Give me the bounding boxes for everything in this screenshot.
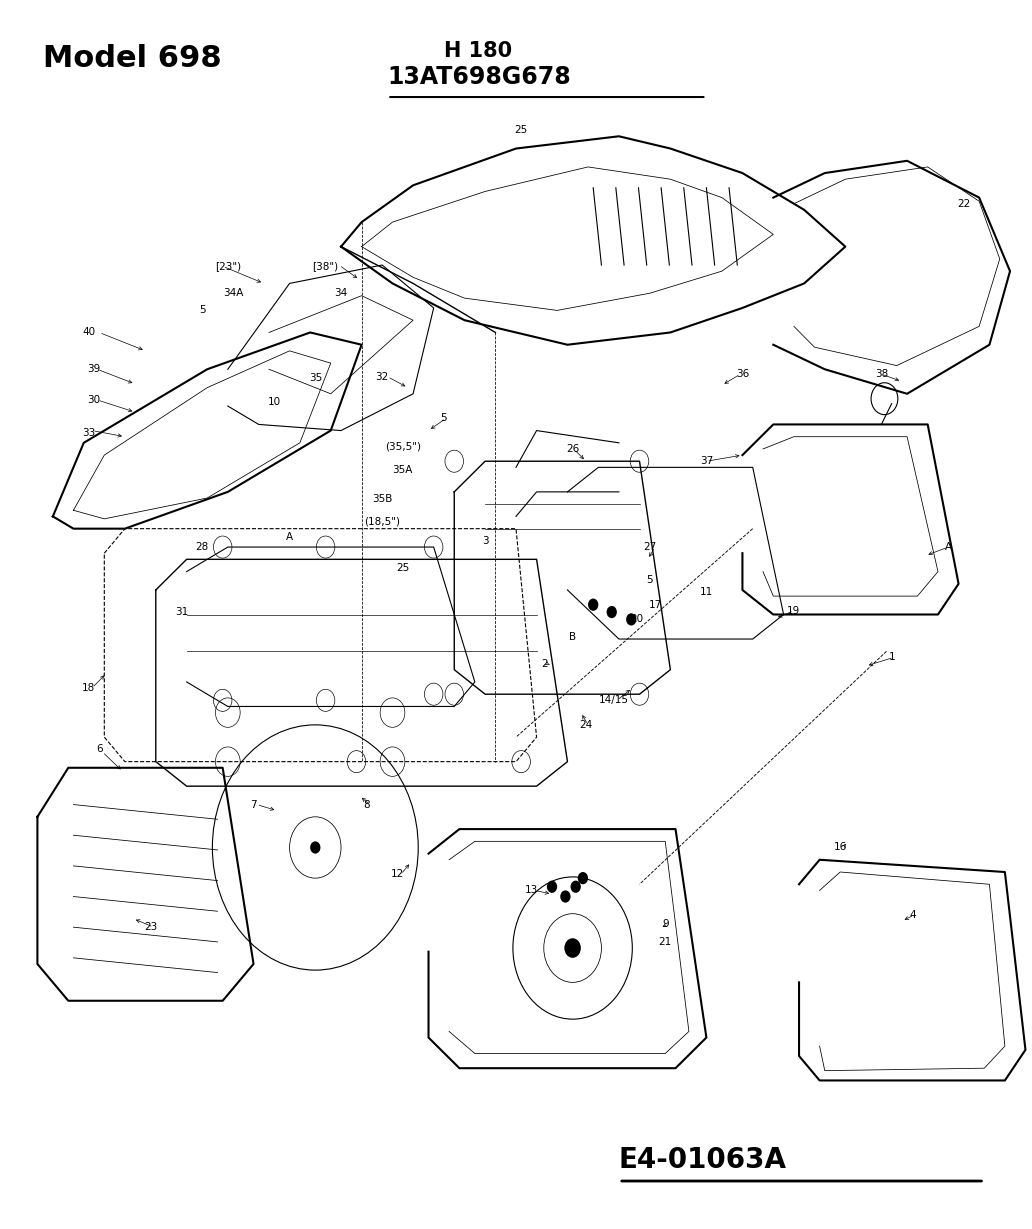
Text: 12: 12: [391, 869, 405, 880]
Circle shape: [607, 606, 617, 618]
Text: 19: 19: [787, 606, 801, 616]
Text: 31: 31: [174, 607, 188, 617]
Text: 2: 2: [542, 659, 548, 669]
Text: 23: 23: [144, 922, 157, 932]
Text: Model 698: Model 698: [42, 44, 221, 74]
Text: 25: 25: [396, 563, 410, 573]
Text: 7: 7: [250, 800, 257, 810]
Circle shape: [560, 890, 571, 902]
Text: 35A: 35A: [392, 465, 413, 474]
Text: 5: 5: [646, 575, 653, 585]
Text: 33: 33: [83, 428, 96, 438]
Text: 20: 20: [630, 614, 643, 624]
Text: 36: 36: [736, 369, 749, 380]
Text: B: B: [569, 632, 576, 642]
Text: 39: 39: [88, 364, 101, 375]
Text: 34: 34: [334, 289, 348, 299]
Text: H 180: H 180: [444, 41, 512, 60]
Text: 27: 27: [643, 542, 656, 552]
Text: 25: 25: [515, 125, 527, 135]
Text: 24: 24: [579, 720, 592, 730]
Text: [23"): [23"): [215, 262, 240, 272]
Circle shape: [547, 881, 557, 892]
Circle shape: [571, 881, 581, 892]
Text: 35B: 35B: [372, 494, 392, 504]
Text: 37: 37: [700, 456, 713, 466]
Text: 32: 32: [376, 371, 389, 382]
Text: 3: 3: [482, 536, 488, 546]
Circle shape: [578, 873, 588, 885]
Text: A: A: [286, 532, 293, 542]
Circle shape: [311, 842, 321, 854]
Text: 17: 17: [648, 600, 662, 610]
Text: [38"): [38"): [313, 262, 338, 272]
Text: 4: 4: [909, 909, 915, 921]
Text: 1: 1: [889, 653, 895, 662]
Circle shape: [626, 613, 637, 626]
Text: 5: 5: [441, 413, 447, 423]
Text: 13AT698G678: 13AT698G678: [387, 65, 571, 90]
Text: 14/15: 14/15: [599, 696, 628, 705]
Text: (18,5"): (18,5"): [364, 516, 400, 526]
Circle shape: [588, 599, 599, 611]
Circle shape: [565, 938, 581, 957]
Text: 35: 35: [309, 372, 322, 383]
Text: 40: 40: [83, 327, 95, 338]
Text: E4-01063A: E4-01063A: [619, 1145, 787, 1174]
Text: 21: 21: [658, 936, 672, 946]
Text: 13: 13: [525, 885, 538, 896]
Text: 34A: 34A: [223, 289, 244, 299]
Text: 8: 8: [363, 800, 370, 810]
Text: 9: 9: [662, 918, 669, 928]
Text: 11: 11: [700, 587, 713, 597]
Text: 10: 10: [267, 397, 281, 407]
Text: 5: 5: [199, 305, 205, 316]
Text: 28: 28: [195, 542, 208, 552]
Text: 16: 16: [834, 843, 847, 853]
Text: 6: 6: [96, 745, 102, 755]
Text: A: A: [944, 542, 952, 552]
Text: (35,5"): (35,5"): [385, 441, 421, 451]
Text: 26: 26: [566, 444, 579, 454]
Text: 22: 22: [957, 199, 970, 209]
Text: 38: 38: [875, 369, 888, 380]
Text: 30: 30: [88, 395, 100, 404]
Text: 18: 18: [83, 683, 96, 693]
